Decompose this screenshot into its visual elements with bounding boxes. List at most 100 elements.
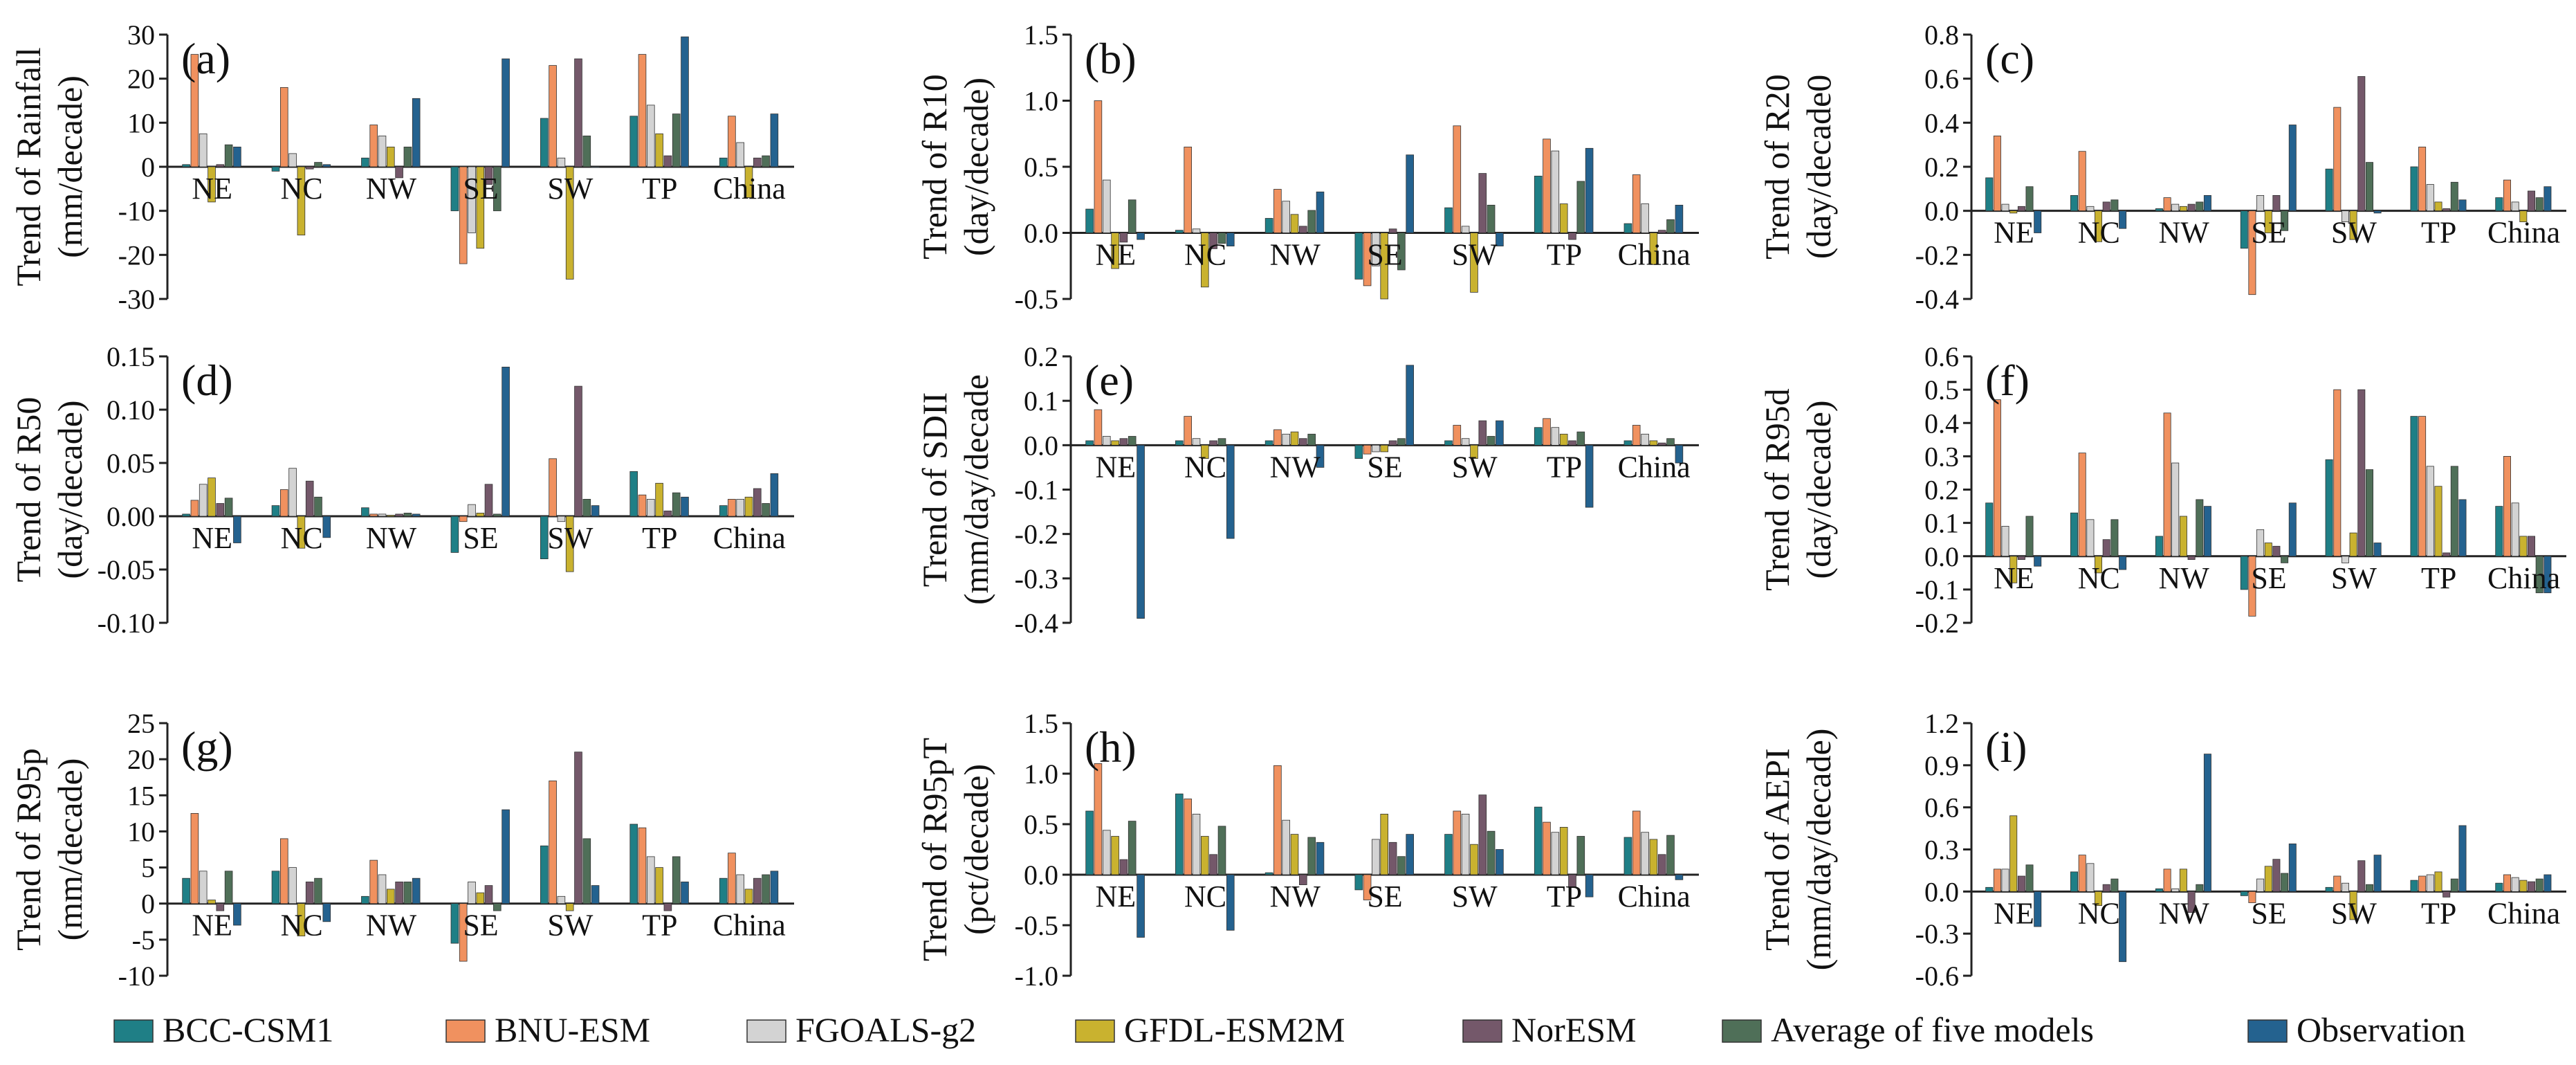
bar xyxy=(1534,175,1543,233)
bar xyxy=(2503,179,2511,212)
bar xyxy=(736,874,745,904)
bar xyxy=(1175,440,1184,446)
bar xyxy=(719,505,728,517)
bar xyxy=(663,903,672,911)
bar xyxy=(1632,174,1641,233)
category-label: SE xyxy=(1367,450,1402,484)
bar xyxy=(224,144,233,167)
bar xyxy=(2272,859,2281,892)
bar xyxy=(387,146,395,167)
category-label: China xyxy=(2487,216,2560,250)
bar xyxy=(2410,166,2418,212)
bar xyxy=(1559,203,1568,233)
bar xyxy=(387,515,395,517)
category-label: TP xyxy=(642,909,677,943)
bar xyxy=(753,877,762,904)
bar xyxy=(2017,556,2025,560)
bar xyxy=(574,752,582,904)
bar xyxy=(476,892,485,904)
bar xyxy=(2333,107,2342,212)
y-tick-label: -0.4 xyxy=(1015,608,1058,639)
bar xyxy=(736,142,745,167)
panel-letter: (c) xyxy=(1985,34,2034,83)
legend-swatch xyxy=(445,1019,486,1043)
bar xyxy=(663,510,672,517)
bar xyxy=(412,513,421,517)
category-label: SW xyxy=(1452,880,1498,913)
bar xyxy=(770,113,779,167)
bar xyxy=(1666,835,1675,875)
category-label: NE xyxy=(1994,216,2034,250)
bar xyxy=(1111,233,1119,269)
bar xyxy=(2442,891,2451,898)
bar xyxy=(369,513,378,517)
legend-item: Observation xyxy=(2247,1010,2465,1049)
bar xyxy=(484,484,493,517)
category-label: NE xyxy=(1096,238,1137,272)
bar xyxy=(322,903,331,922)
bar xyxy=(2110,199,2119,212)
bar xyxy=(1649,233,1658,265)
bar xyxy=(1675,874,1684,880)
bar xyxy=(719,877,728,904)
legend-label: BNU-ESM xyxy=(495,1010,650,1049)
bar xyxy=(1273,189,1282,233)
y-tick-label: 0.05 xyxy=(107,448,155,479)
y-tick-label: 20 xyxy=(127,64,155,95)
bar xyxy=(2086,863,2095,892)
bar xyxy=(1406,154,1415,233)
y-tick-label: 1.5 xyxy=(1024,708,1058,739)
bar xyxy=(216,164,225,167)
bar xyxy=(199,871,208,904)
legend-swatch xyxy=(1462,1019,1502,1043)
bar xyxy=(2434,201,2442,211)
bar xyxy=(412,877,421,904)
bar xyxy=(1307,433,1316,446)
legend-swatch xyxy=(746,1019,786,1043)
bar xyxy=(2070,512,2078,557)
category-label: TP xyxy=(642,172,677,206)
y-tick-label: 0.1 xyxy=(1924,508,1959,539)
bar xyxy=(1666,438,1675,446)
bar xyxy=(2535,878,2543,892)
chart-panel: -10 -5 0 5 10 15 20 25 NE NC NW SE SW TP China (g) Trend… xyxy=(9,708,794,992)
bar xyxy=(728,853,736,904)
bar xyxy=(629,471,638,517)
y-axis-label: (mm/day/decade) xyxy=(1799,729,1838,971)
y-tick-label: 0.5 xyxy=(1924,374,1959,406)
bar xyxy=(2333,875,2342,892)
bar xyxy=(2034,556,2042,567)
bar xyxy=(2426,874,2434,892)
bar xyxy=(1119,859,1128,875)
bar xyxy=(1543,418,1551,446)
bar xyxy=(314,877,322,904)
bar xyxy=(1576,431,1585,446)
bar xyxy=(647,499,655,517)
bar xyxy=(2527,190,2535,212)
bar xyxy=(1559,433,1568,446)
y-tick-label: 1.2 xyxy=(1924,708,1959,739)
bar xyxy=(2503,874,2511,892)
bar xyxy=(2094,891,2102,907)
bar xyxy=(1568,874,1576,887)
category-label: NC xyxy=(2078,216,2120,250)
bar xyxy=(1666,219,1675,233)
bar xyxy=(2119,210,2127,229)
bar xyxy=(190,813,199,904)
bar xyxy=(493,903,502,911)
bar xyxy=(2458,499,2467,557)
bar xyxy=(2179,516,2187,557)
bar xyxy=(1307,210,1316,233)
bar xyxy=(216,503,225,517)
bar xyxy=(2410,880,2418,892)
bar xyxy=(2450,181,2458,212)
bar xyxy=(1496,233,1504,247)
bar xyxy=(271,166,280,172)
bar xyxy=(2086,206,2095,212)
bar xyxy=(2357,860,2366,892)
bar xyxy=(557,895,566,904)
bar xyxy=(476,166,485,249)
bar xyxy=(387,889,395,904)
legend-item: BCC-CSM1 xyxy=(113,1010,333,1049)
